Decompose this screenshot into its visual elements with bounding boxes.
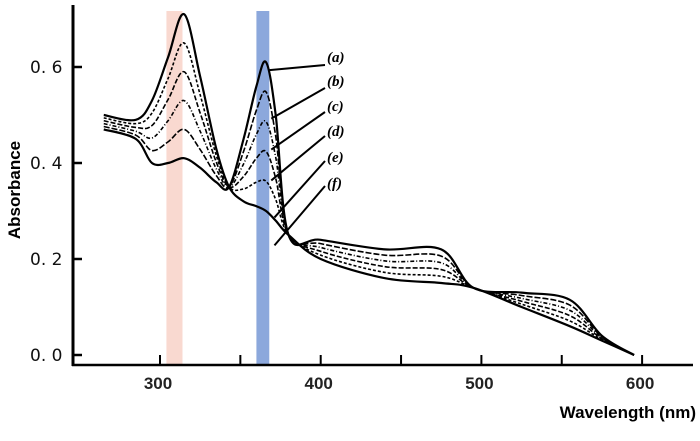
- series-line-e: [103, 42, 635, 356]
- y-tick-label: 0. 6: [30, 58, 62, 78]
- label-leader-line: [273, 160, 326, 219]
- series-line-f: [103, 13, 635, 357]
- x-tick-label: 400: [305, 374, 333, 393]
- x-tick-label: 500: [465, 374, 493, 393]
- series-line-d: [103, 70, 635, 356]
- y-tick-label: 0. 2: [30, 250, 62, 270]
- series-line-b: [103, 90, 635, 356]
- x-axis-label: Wavelength (nm): [560, 403, 696, 422]
- x-tick-label: 600: [626, 374, 654, 393]
- series-line-c: [103, 99, 635, 356]
- y-tick-label: 0. 0: [30, 346, 62, 366]
- x-tick-label: 300: [144, 374, 172, 393]
- series-line-a: [103, 60, 635, 356]
- series-label: (e): [327, 150, 344, 166]
- series-label: (a): [327, 50, 345, 66]
- series-label: (c): [327, 99, 344, 115]
- label-leader-line: [273, 185, 326, 247]
- label-leader-line: [267, 64, 326, 72]
- series-label: (d): [327, 124, 345, 140]
- label-leader-line: [270, 111, 326, 151]
- label-leader-line: [270, 135, 326, 182]
- y-tick-label: 0. 4: [30, 154, 62, 174]
- label-leader-line: [270, 87, 326, 120]
- y-axis-label: Absorbance: [5, 141, 24, 239]
- series-label: (f): [327, 176, 342, 192]
- series-label: (b): [327, 74, 345, 90]
- highlight-band-pink: [166, 11, 183, 365]
- highlight-band-blue: [256, 11, 270, 365]
